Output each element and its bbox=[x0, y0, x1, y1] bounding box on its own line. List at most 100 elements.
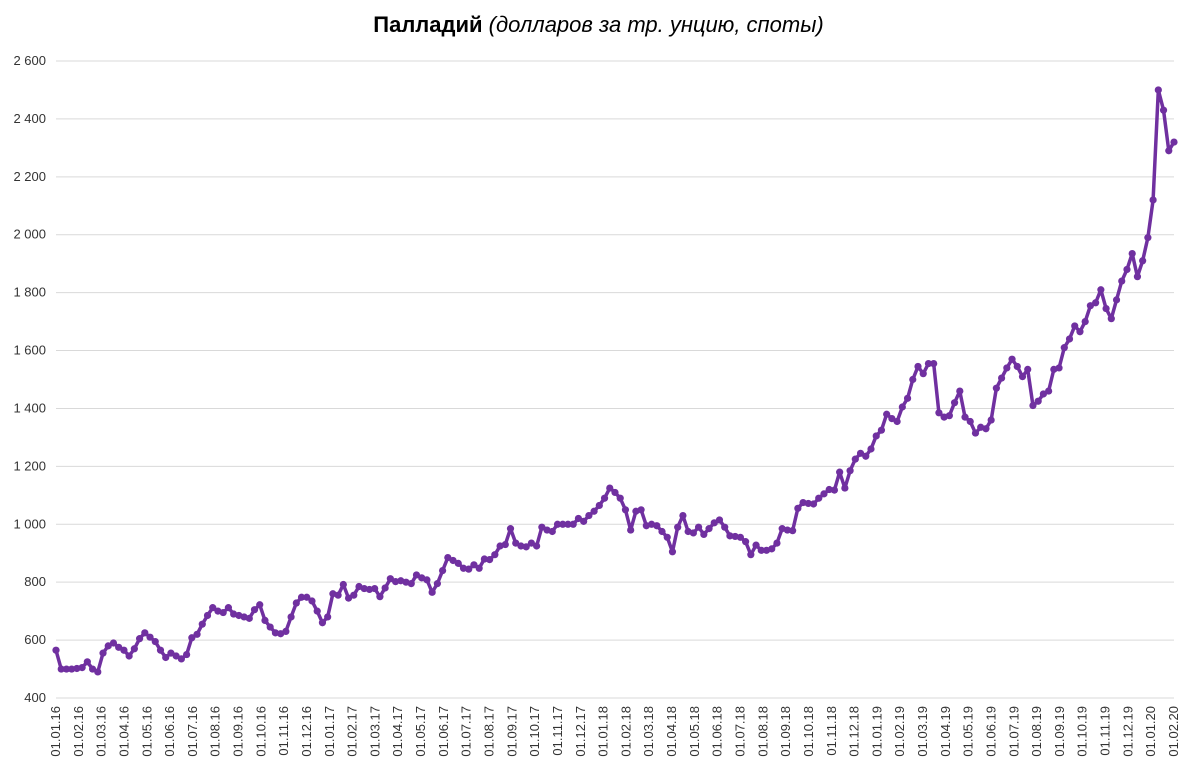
data-point bbox=[815, 494, 823, 502]
data-point bbox=[898, 403, 906, 411]
data-point bbox=[862, 452, 870, 460]
data-point bbox=[653, 522, 661, 530]
y-axis-ticks: 400 600 800 1 000 1 200 1 400 1 600 1 800 2 000 2… bbox=[13, 53, 46, 705]
y-tick-label: 1 000 bbox=[13, 516, 46, 531]
x-tick-label: 01.05.17 bbox=[413, 706, 428, 757]
x-tick-label: 01.12.17 bbox=[573, 706, 588, 757]
data-point bbox=[193, 630, 201, 638]
data-point bbox=[1102, 304, 1110, 313]
x-tick-label: 01.02.16 bbox=[71, 706, 86, 757]
data-point bbox=[679, 511, 687, 520]
data-point bbox=[689, 529, 697, 537]
data-point bbox=[658, 527, 666, 536]
data-point bbox=[371, 584, 379, 593]
data-point bbox=[1034, 397, 1042, 405]
x-tick-label: 01.11.17 bbox=[550, 706, 565, 756]
data-point bbox=[966, 417, 974, 426]
data-point bbox=[945, 412, 953, 420]
data-point bbox=[700, 530, 708, 539]
x-tick-label: 01.07.16 bbox=[185, 706, 200, 757]
y-tick-label: 1 200 bbox=[13, 458, 46, 473]
data-point bbox=[768, 545, 776, 553]
data-point bbox=[1071, 322, 1079, 330]
data-point bbox=[465, 565, 473, 573]
data-point bbox=[177, 655, 185, 663]
x-tick-label: 01.10.17 bbox=[527, 706, 542, 757]
data-point bbox=[501, 540, 509, 549]
data-point bbox=[705, 525, 713, 533]
y-tick-label: 1 400 bbox=[13, 400, 46, 415]
data-point bbox=[162, 653, 170, 662]
data-point bbox=[62, 665, 71, 673]
data-point bbox=[1149, 196, 1157, 204]
data-point bbox=[183, 650, 191, 659]
x-tick-label: 01.09.19 bbox=[1052, 706, 1067, 757]
data-point bbox=[982, 425, 990, 433]
data-point bbox=[224, 604, 233, 612]
data-point bbox=[151, 637, 159, 646]
data-point bbox=[308, 597, 316, 605]
data-point bbox=[130, 645, 138, 653]
data-point bbox=[930, 359, 938, 368]
x-tick-label: 01.04.16 bbox=[116, 706, 131, 757]
data-point bbox=[611, 488, 619, 497]
data-point bbox=[1024, 365, 1032, 373]
data-point bbox=[903, 394, 912, 402]
x-tick-label: 01.02.18 bbox=[618, 706, 633, 757]
data-point bbox=[924, 359, 933, 368]
y-tick-label: 2 600 bbox=[13, 53, 46, 68]
data-point bbox=[350, 591, 358, 599]
data-point bbox=[1139, 257, 1147, 265]
x-tick-label: 01.11.16 bbox=[276, 706, 291, 756]
data-point bbox=[1128, 249, 1136, 258]
data-point bbox=[789, 527, 797, 535]
data-point bbox=[773, 539, 781, 547]
data-point bbox=[1029, 401, 1037, 410]
data-point bbox=[616, 494, 624, 502]
data-point bbox=[585, 511, 593, 520]
data-point bbox=[820, 490, 828, 498]
data-point bbox=[1133, 273, 1142, 281]
data-point bbox=[877, 426, 886, 434]
data-point bbox=[736, 533, 744, 541]
data-point bbox=[297, 593, 306, 601]
data-point bbox=[303, 593, 311, 601]
data-point bbox=[883, 410, 891, 418]
data-point bbox=[992, 384, 1000, 392]
data-point bbox=[956, 387, 964, 395]
data-point bbox=[559, 520, 567, 528]
x-tick-label: 01.03.18 bbox=[641, 706, 656, 757]
x-tick-label: 01.06.17 bbox=[436, 706, 451, 757]
data-point bbox=[809, 500, 818, 508]
x-tick-label: 01.04.18 bbox=[664, 706, 679, 757]
data-point bbox=[627, 526, 635, 534]
x-tick-label: 01.02.17 bbox=[345, 706, 360, 757]
series-layer bbox=[52, 86, 1178, 676]
x-tick-label: 01.03.16 bbox=[94, 706, 109, 757]
data-point bbox=[1076, 328, 1084, 336]
data-point bbox=[637, 506, 645, 514]
data-point bbox=[125, 652, 133, 660]
data-point bbox=[553, 520, 562, 528]
data-point bbox=[950, 399, 959, 407]
data-point bbox=[663, 533, 671, 541]
data-point bbox=[287, 613, 295, 621]
data-point bbox=[438, 567, 447, 575]
x-axis-ticks: 01.01.16 01.02.16 01.03.16 01.04.16 01.05.16… bbox=[48, 706, 1181, 757]
data-point bbox=[1097, 286, 1105, 294]
data-point bbox=[454, 559, 462, 567]
x-tick-label: 01.09.17 bbox=[504, 706, 519, 757]
data-point bbox=[564, 520, 572, 528]
data-point bbox=[120, 646, 128, 654]
data-point bbox=[292, 599, 300, 607]
data-point bbox=[475, 564, 483, 572]
x-tick-label: 01.05.18 bbox=[687, 706, 702, 757]
data-point bbox=[872, 432, 880, 440]
data-point bbox=[961, 413, 969, 421]
x-tick-label: 01.04.19 bbox=[938, 706, 953, 757]
x-tick-label: 01.12.16 bbox=[299, 706, 314, 757]
data-point bbox=[282, 627, 290, 636]
data-point bbox=[621, 506, 630, 514]
data-point bbox=[78, 663, 86, 672]
data-point bbox=[935, 409, 943, 417]
